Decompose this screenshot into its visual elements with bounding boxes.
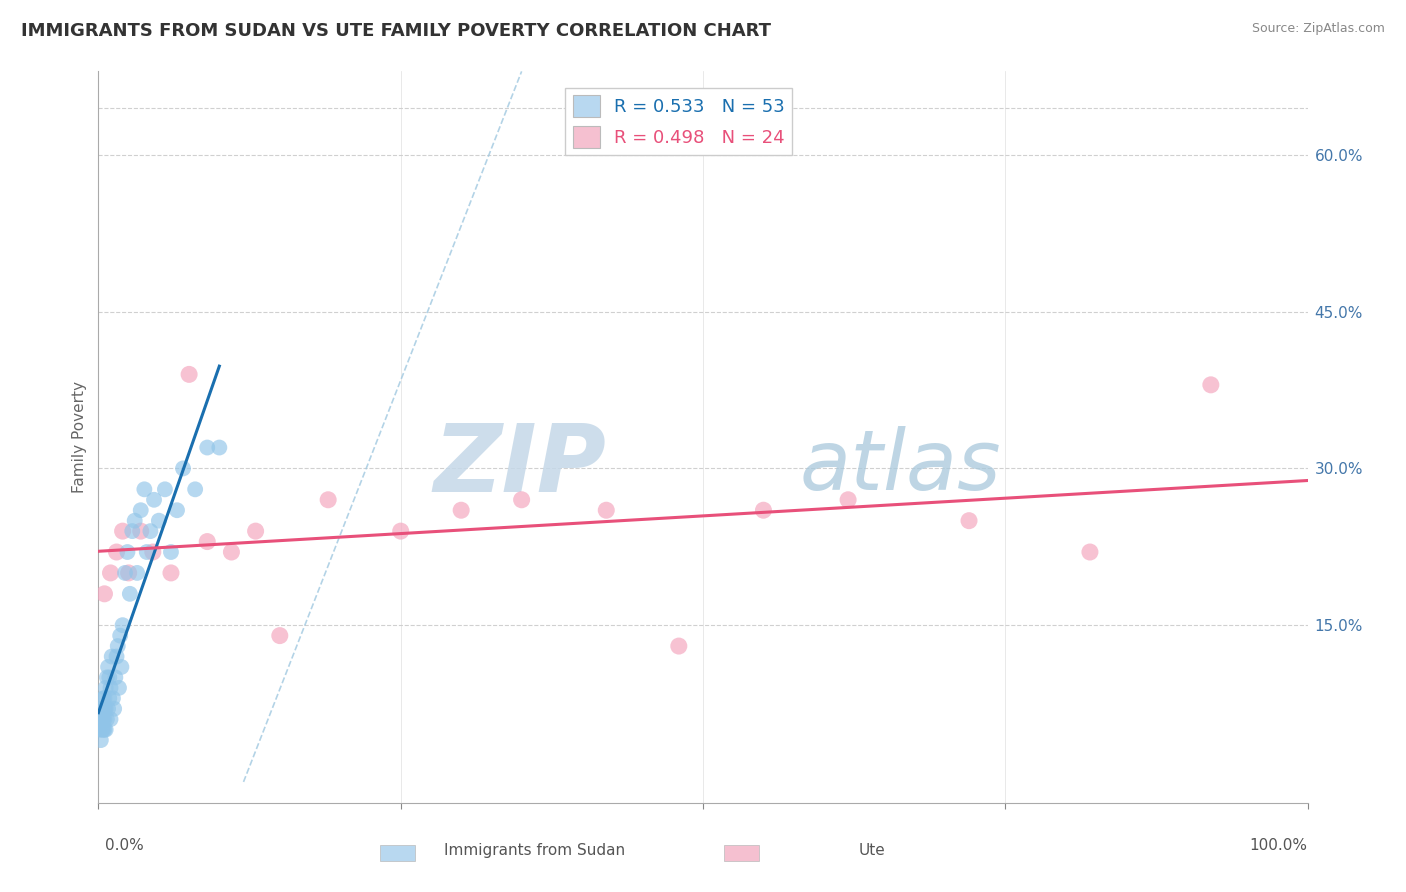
- Point: [208, 441, 231, 455]
- Point: [100, 649, 122, 664]
- Text: 100.0%: 100.0%: [1250, 838, 1308, 854]
- Point: [91, 723, 114, 737]
- Point: [160, 566, 183, 580]
- Point: [114, 566, 136, 580]
- Point: [117, 545, 139, 559]
- Point: [104, 670, 127, 684]
- Point: [166, 503, 188, 517]
- Point: [91, 712, 114, 726]
- Point: [179, 368, 201, 382]
- Point: [139, 524, 162, 538]
- Point: [111, 524, 134, 538]
- Point: [93, 712, 115, 726]
- Text: atlas: atlas: [800, 425, 1001, 507]
- Point: [100, 712, 122, 726]
- Point: [221, 545, 243, 559]
- Point: [103, 702, 125, 716]
- Point: [121, 524, 143, 538]
- Point: [107, 639, 129, 653]
- Point: [90, 712, 112, 726]
- Text: 0.0%: 0.0%: [105, 838, 145, 854]
- Point: [195, 534, 218, 549]
- Text: Source: ZipAtlas.com: Source: ZipAtlas.com: [1251, 22, 1385, 36]
- Y-axis label: Family Poverty: Family Poverty: [72, 381, 87, 493]
- Point: [957, 514, 980, 528]
- Point: [100, 566, 122, 580]
- Point: [108, 629, 131, 643]
- Point: [127, 566, 149, 580]
- Point: [143, 492, 166, 507]
- Point: [89, 723, 111, 737]
- Point: [98, 691, 121, 706]
- Point: [101, 691, 124, 706]
- Point: [172, 461, 194, 475]
- Point: [97, 660, 120, 674]
- Point: [91, 702, 114, 716]
- Point: [105, 649, 128, 664]
- Point: [195, 441, 218, 455]
- Point: [510, 492, 533, 507]
- Point: [148, 514, 170, 528]
- Point: [111, 618, 134, 632]
- Point: [160, 545, 183, 559]
- Point: [98, 670, 121, 684]
- Point: [118, 587, 141, 601]
- Point: [269, 629, 291, 643]
- Text: ZIP: ZIP: [433, 420, 606, 512]
- Text: IMMIGRANTS FROM SUDAN VS UTE FAMILY POVERTY CORRELATION CHART: IMMIGRANTS FROM SUDAN VS UTE FAMILY POVE…: [21, 22, 770, 40]
- Point: [129, 524, 152, 538]
- Point: [94, 723, 117, 737]
- Point: [96, 712, 118, 726]
- Text: Ute: Ute: [858, 843, 886, 858]
- Point: [110, 660, 132, 674]
- Point: [93, 702, 115, 716]
- Text: Immigrants from Sudan: Immigrants from Sudan: [444, 843, 624, 858]
- Point: [450, 503, 472, 517]
- Point: [108, 681, 131, 695]
- Point: [90, 733, 112, 747]
- Point: [595, 503, 617, 517]
- Point: [135, 545, 157, 559]
- Point: [129, 503, 152, 517]
- Point: [93, 587, 115, 601]
- Point: [153, 483, 176, 497]
- Point: [142, 545, 165, 559]
- Point: [93, 723, 115, 737]
- Point: [100, 681, 122, 695]
- Point: [184, 483, 207, 497]
- Point: [91, 691, 114, 706]
- Point: [97, 702, 120, 716]
- Point: [93, 691, 115, 706]
- Point: [837, 492, 859, 507]
- Point: [389, 524, 412, 538]
- Point: [668, 639, 690, 653]
- Point: [134, 483, 156, 497]
- Point: [124, 514, 146, 528]
- Point: [94, 681, 117, 695]
- Point: [245, 524, 267, 538]
- Point: [94, 702, 117, 716]
- Point: [105, 545, 128, 559]
- Point: [91, 723, 114, 737]
- Point: [118, 566, 141, 580]
- Point: [1199, 377, 1222, 392]
- Legend: R = 0.533   N = 53, R = 0.498   N = 24: R = 0.533 N = 53, R = 0.498 N = 24: [565, 87, 792, 155]
- Point: [91, 712, 114, 726]
- Point: [96, 670, 118, 684]
- Point: [752, 503, 775, 517]
- Point: [1078, 545, 1101, 559]
- Point: [316, 492, 339, 507]
